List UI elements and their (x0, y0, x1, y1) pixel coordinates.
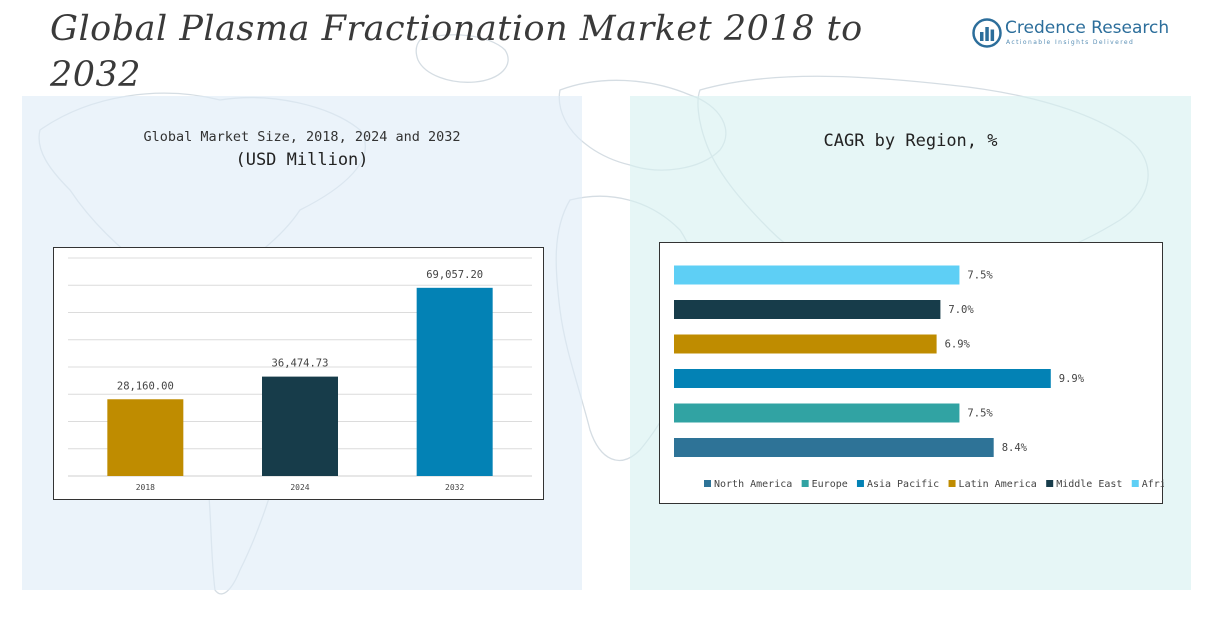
market-size-chart-subtitle: (USD Million) (235, 150, 369, 170)
legend-swatch (704, 480, 711, 487)
hbar-value-label: 7.0% (948, 304, 974, 316)
x-tick-label: 2018 (136, 483, 155, 492)
legend-label: Europe (812, 479, 848, 490)
cagr-chart: 8.4% 7.5% 9.9% 6.9% 7.0% 7.5% North America Eur… (659, 242, 1164, 504)
legend-swatch (1131, 480, 1139, 487)
hbar-europe (674, 403, 960, 423)
x-tick-label: 2024 (290, 483, 309, 492)
hbar-value-label: 7.5% (967, 408, 993, 420)
cagr-chart-title: CAGR by Region, % (823, 131, 998, 151)
legend-swatch (856, 480, 864, 487)
bar-2018 (107, 399, 184, 476)
legend-label: Africa (1142, 479, 1164, 490)
cagr-chart-svg: 8.4% 7.5% 9.9% 6.9% 7.0% 7.5% North America Eur… (674, 265, 1164, 490)
hbar-latin-america (674, 334, 937, 354)
hbar-value-label: 9.9% (1059, 373, 1085, 385)
bar-2032 (416, 287, 493, 476)
legend-swatch (801, 480, 809, 487)
bar-2024 (262, 376, 338, 476)
legend-label: Latin America (959, 479, 1037, 490)
hbar-value-label: 8.4% (1002, 442, 1028, 454)
bar-chart-circle-icon (972, 18, 1002, 48)
hbar-asia-pacific (674, 369, 1051, 388)
hbar-value-label: 7.5% (967, 270, 993, 282)
x-tick-label: 2032 (445, 483, 464, 492)
hbar-africa (674, 265, 960, 285)
hbar-value-label: 6.9% (945, 339, 971, 351)
hbar-north-america (674, 438, 994, 457)
bar-value-label: 28,160.00 (117, 380, 174, 392)
credence-research-logo: Credence Research Actionable Insights De… (972, 18, 1172, 50)
logo-tagline: Actionable Insights Delivered (1006, 39, 1135, 46)
market-size-chart-title: Global Market Size, 2018, 2024 and 2032 (143, 129, 461, 145)
market-size-chart-svg: 28,160.00 2018 36,474.73 2024 69,057.20 2032 (68, 257, 532, 492)
bar-value-label: 36,474.73 (272, 358, 329, 370)
legend-label: Asia Pacific (867, 479, 939, 490)
market-size-chart: 28,160.00 2018 36,474.73 2024 69,057.20 2032 (53, 247, 544, 500)
page-title: Global Plasma Fractionation Market 2018 … (50, 9, 863, 95)
legend-label: North America (714, 479, 792, 490)
bar-value-label: 69,057.20 (426, 269, 483, 281)
hbar-middle-east (674, 300, 941, 319)
legend-label: Middle East (1056, 479, 1122, 490)
logo-name: Credence Research (1005, 18, 1170, 38)
legend-swatch (1046, 480, 1054, 487)
legend-swatch (948, 480, 956, 487)
